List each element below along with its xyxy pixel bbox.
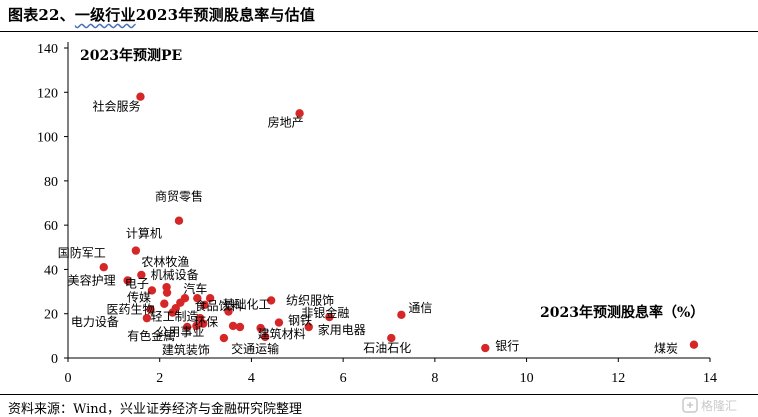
point-label: 食品饮料 bbox=[195, 298, 243, 313]
point-label: 银行 bbox=[495, 339, 519, 353]
y-tick-label: 80 bbox=[44, 175, 58, 190]
point-label: 有色金属 bbox=[127, 328, 175, 343]
data-point bbox=[397, 310, 406, 320]
point-label: 建筑材料 bbox=[258, 326, 306, 341]
data-point bbox=[304, 322, 313, 332]
data-point bbox=[295, 109, 304, 118]
point-label: 电力设备 bbox=[71, 315, 119, 329]
point-label: 纺织服饰 bbox=[286, 293, 334, 307]
data-point bbox=[235, 322, 245, 332]
top-rule bbox=[0, 31, 758, 32]
data-point bbox=[224, 307, 233, 316]
data-point bbox=[147, 286, 157, 295]
x-tick-label: 4 bbox=[248, 371, 255, 386]
data-point bbox=[137, 270, 146, 280]
data-point bbox=[228, 321, 238, 331]
x-axis-label: 2023年预测股息率（%） bbox=[540, 304, 704, 321]
point-label: 农林牧渔 bbox=[141, 255, 189, 269]
point-label: 国防军工 bbox=[58, 245, 106, 260]
data-point bbox=[192, 321, 201, 331]
data-point bbox=[205, 294, 215, 303]
data-point bbox=[142, 313, 152, 323]
point-label: 煤炭 bbox=[654, 342, 678, 356]
figure-title-rest: 2023年预测股息率与估值 bbox=[135, 6, 316, 24]
data-point bbox=[219, 333, 229, 343]
figure-title-prefix: 图表22、 bbox=[8, 6, 75, 24]
x-tick-label: 12 bbox=[611, 371, 625, 386]
bottom-rule bbox=[0, 394, 758, 395]
data-point bbox=[266, 296, 276, 305]
point-label: 传媒 bbox=[127, 290, 151, 305]
y-axis-label: 2023年预测PE bbox=[80, 47, 182, 64]
data-point bbox=[146, 305, 155, 314]
x-tick-label: 2 bbox=[156, 371, 163, 386]
x-tick-label: 14 bbox=[703, 371, 717, 386]
point-label: 公用事业 bbox=[156, 325, 204, 339]
data-point bbox=[274, 318, 284, 327]
data-point bbox=[387, 333, 396, 343]
data-point bbox=[199, 319, 208, 328]
y-tick-label: 140 bbox=[37, 42, 58, 57]
point-label: 石油石化 bbox=[363, 341, 411, 355]
point-label: 交通运输 bbox=[231, 341, 279, 356]
data-point bbox=[183, 322, 192, 332]
data-point bbox=[325, 312, 334, 322]
y-tick-label: 60 bbox=[44, 219, 58, 234]
data-point bbox=[176, 298, 185, 307]
data-point bbox=[256, 323, 265, 333]
data-point bbox=[193, 294, 202, 303]
data-point bbox=[160, 299, 169, 308]
point-label: 美容护理 bbox=[68, 273, 116, 288]
figure-title: 图表22、一级行业2023年预测股息率与估值 bbox=[8, 4, 315, 25]
x-tick-label: 0 bbox=[65, 371, 72, 386]
point-label: 社会服务 bbox=[92, 99, 140, 114]
point-label: 计算机 bbox=[126, 226, 162, 241]
data-point bbox=[171, 303, 180, 313]
data-point bbox=[136, 92, 145, 101]
data-point bbox=[131, 246, 141, 255]
point-label: 汽车 bbox=[183, 281, 207, 296]
x-tick-label: 6 bbox=[340, 371, 347, 386]
point-label: 家用电器 bbox=[318, 322, 366, 337]
point-label: 电子 bbox=[125, 276, 149, 290]
data-point bbox=[99, 263, 108, 272]
point-label: 建筑装饰 bbox=[162, 342, 210, 357]
data-point bbox=[162, 288, 172, 297]
data-point bbox=[174, 216, 184, 225]
point-label: 轻工制造 bbox=[151, 310, 199, 324]
point-label: 环保 bbox=[194, 315, 218, 329]
data-point bbox=[689, 340, 699, 349]
svg-text:格隆汇: 格隆汇 bbox=[701, 398, 737, 413]
x-tick-label: 8 bbox=[431, 371, 438, 386]
point-label: 钢铁 bbox=[288, 314, 312, 328]
data-point bbox=[123, 276, 132, 285]
point-label: 基础化工 bbox=[223, 298, 271, 312]
data-point bbox=[200, 300, 209, 310]
point-label: 通信 bbox=[408, 301, 432, 315]
point-label: 机械设备 bbox=[151, 267, 199, 282]
source-note: 资料来源：Wind，兴业证券经济与金融研究院整理 bbox=[8, 402, 302, 417]
points-layer bbox=[99, 92, 699, 353]
data-point bbox=[481, 343, 490, 353]
y-tick-label: 20 bbox=[44, 308, 58, 323]
data-point bbox=[260, 332, 270, 342]
gelonghui-watermark-logo: 格隆汇 bbox=[682, 397, 737, 413]
figure-title-wavy: 一级行业 bbox=[74, 6, 136, 24]
y-tick-label: 0 bbox=[51, 352, 58, 367]
x-tick-label: 10 bbox=[520, 371, 534, 386]
point-label: 非银金融 bbox=[301, 305, 349, 320]
point-label: 房地产 bbox=[268, 114, 304, 129]
y-tick-label: 120 bbox=[37, 86, 58, 101]
y-tick-label: 100 bbox=[37, 131, 58, 146]
y-tick-label: 40 bbox=[44, 263, 58, 278]
point-label: 商贸零售 bbox=[155, 189, 203, 204]
point-label: 医药生物 bbox=[107, 302, 155, 316]
